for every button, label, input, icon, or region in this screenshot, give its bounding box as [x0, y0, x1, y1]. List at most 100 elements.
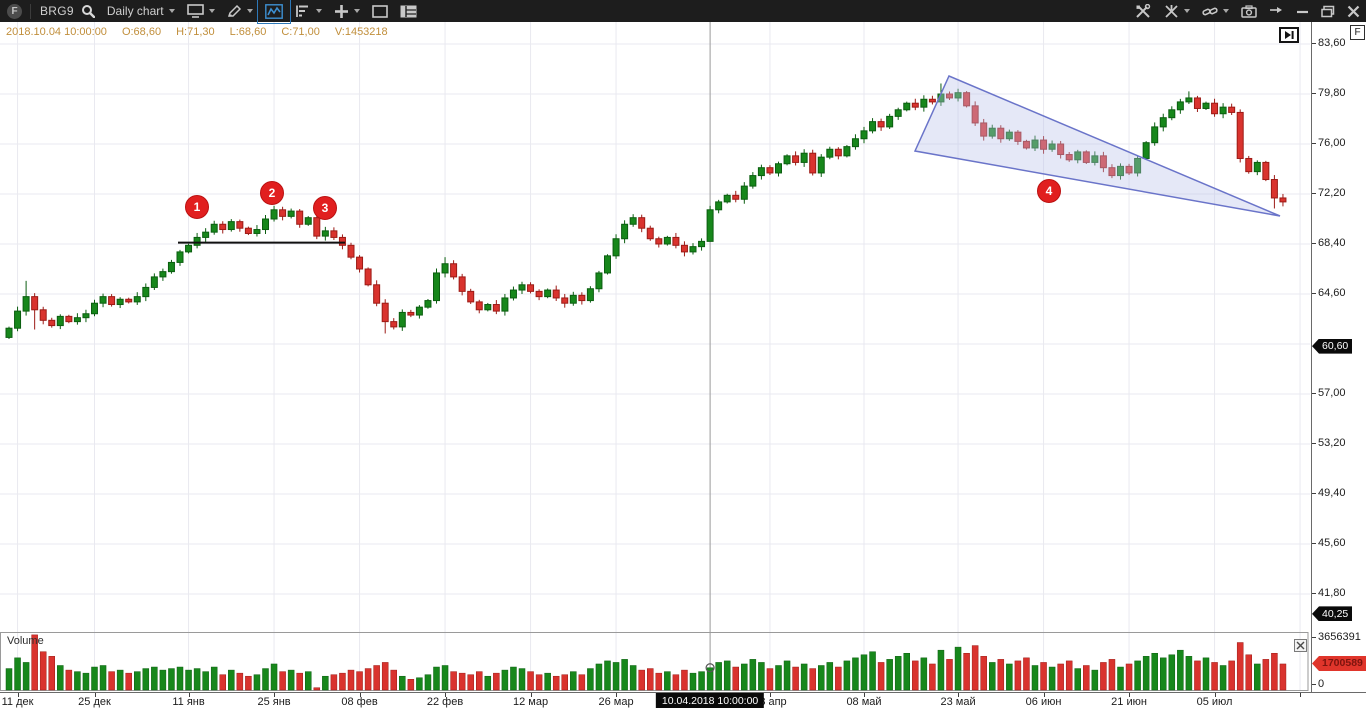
- price-axis[interactable]: F 60,60 40,25 3656391 1700589 0 83,60 79,…: [1311, 22, 1366, 692]
- candle-body: [48, 319, 56, 327]
- volume-panel-close-button[interactable]: [1294, 639, 1307, 652]
- annotation-circle-2[interactable]: [260, 181, 284, 205]
- candle-body: [578, 294, 586, 302]
- volume-bar: [1211, 662, 1218, 691]
- search-icon: [81, 5, 95, 18]
- price-axis-label: 53,20: [1312, 437, 1346, 449]
- new-window-button[interactable]: [366, 0, 394, 22]
- candle-body: [99, 296, 107, 304]
- price-axis-label: 57,00: [1312, 387, 1346, 399]
- axis-tick: [1312, 92, 1316, 94]
- minimize-button[interactable]: [1290, 0, 1315, 22]
- volume-bar: [758, 662, 765, 691]
- annotation-circle-1[interactable]: [185, 195, 209, 219]
- workspace-panels-button[interactable]: [394, 0, 423, 22]
- candle-body: [398, 311, 406, 328]
- candle-body: [646, 227, 654, 240]
- add-object-dropdown[interactable]: [328, 0, 366, 22]
- candle-body: [150, 276, 158, 288]
- app-logo-letter: F: [11, 5, 18, 17]
- screen-layout-dropdown[interactable]: [181, 0, 221, 22]
- volume-bar: [347, 669, 355, 691]
- timeframe-label: Daily chart: [106, 4, 164, 18]
- app-logo-icon[interactable]: F: [7, 3, 22, 19]
- candle-body: [911, 102, 919, 108]
- screenshot-button[interactable]: [1235, 0, 1263, 22]
- candle-body: [655, 238, 663, 245]
- play-to-end-icon: [1284, 31, 1294, 39]
- volume-bar: [65, 669, 73, 691]
- close-button[interactable]: [1341, 0, 1366, 22]
- magic-wand-dropdown[interactable]: [1158, 0, 1196, 22]
- volume-bar: [253, 674, 261, 691]
- candle-body: [381, 302, 389, 323]
- candle-body: [330, 230, 338, 238]
- candle-body: [963, 92, 971, 107]
- volume-bar: [997, 659, 1005, 691]
- candle-body: [869, 121, 877, 132]
- volume-bar: [929, 663, 936, 691]
- volume-bar: [638, 669, 645, 691]
- volume-bar: [561, 674, 568, 691]
- indicators-dropdown[interactable]: [289, 0, 328, 22]
- candle-body: [458, 276, 466, 292]
- candle-body: [116, 298, 124, 306]
- candle-body: [988, 127, 996, 137]
- candle-body: [125, 298, 133, 303]
- info-high: H:71,30: [176, 26, 215, 38]
- candle-body: [851, 138, 859, 148]
- annotation-circle-4[interactable]: [1037, 179, 1061, 203]
- volume-bar: [339, 672, 346, 691]
- symbol-search-button[interactable]: [75, 0, 101, 22]
- volume-bar: [1151, 652, 1158, 691]
- candle-body: [279, 209, 287, 217]
- volume-bar: [783, 660, 791, 691]
- candle-body: [22, 296, 30, 312]
- pin-button[interactable]: [1263, 0, 1290, 22]
- restore-button[interactable]: [1315, 0, 1341, 22]
- candle-body: [604, 255, 611, 274]
- axis-tick: [1312, 392, 1316, 394]
- draw-tools-dropdown[interactable]: [221, 0, 259, 22]
- annotation-circle-3[interactable]: [313, 196, 337, 220]
- candle-body: [946, 93, 953, 99]
- candle-body: [1057, 143, 1065, 156]
- date-axis[interactable]: 10.04.2018 10:00:00 11 дек 25 дек 11 янв 25…: [0, 692, 1366, 710]
- timeframe-dropdown[interactable]: Daily chart: [101, 0, 181, 22]
- axis-tick: [958, 693, 960, 697]
- minimize-icon: [1297, 10, 1308, 13]
- axis-tick: [1312, 142, 1316, 144]
- corner-f-badge[interactable]: F: [1350, 25, 1365, 40]
- candle-body: [304, 217, 312, 225]
- chevron-down-icon: [246, 9, 253, 13]
- chart-style-button[interactable]: [256, 0, 291, 24]
- candle-body: [1245, 157, 1253, 173]
- volume-bar: [1023, 657, 1030, 691]
- link-charts-dropdown[interactable]: [1196, 0, 1235, 22]
- volume-bar: [971, 645, 979, 691]
- candle-body: [561, 297, 569, 304]
- candle-body: [629, 217, 637, 225]
- candle-body: [1117, 165, 1124, 177]
- volume-tag-current: 1700589: [1312, 655, 1366, 671]
- price-axis-label: 79,80: [1312, 87, 1346, 99]
- candle-body: [467, 290, 475, 303]
- chart-canvas[interactable]: 1 2 3 4: [0, 22, 1311, 692]
- volume-bar: [1228, 660, 1235, 691]
- candle-body: [159, 271, 167, 278]
- candle-body: [65, 315, 73, 323]
- candle-body: [689, 246, 697, 253]
- candle-body: [244, 227, 252, 234]
- axis-tick: [769, 693, 771, 697]
- volume-bar: [22, 662, 30, 691]
- settings-tools-button[interactable]: [1129, 0, 1158, 22]
- axis-tick: [530, 693, 532, 697]
- chevron-down-icon: [353, 9, 360, 13]
- go-to-last-candle-button[interactable]: [1279, 27, 1299, 43]
- candle-body: [1125, 165, 1133, 174]
- volume-bar: [766, 668, 774, 691]
- volume-bar: [1091, 669, 1099, 691]
- date-axis-label: 23 май: [940, 696, 976, 708]
- candle-body: [219, 223, 227, 231]
- annotation-triangle[interactable]: [913, 75, 1281, 217]
